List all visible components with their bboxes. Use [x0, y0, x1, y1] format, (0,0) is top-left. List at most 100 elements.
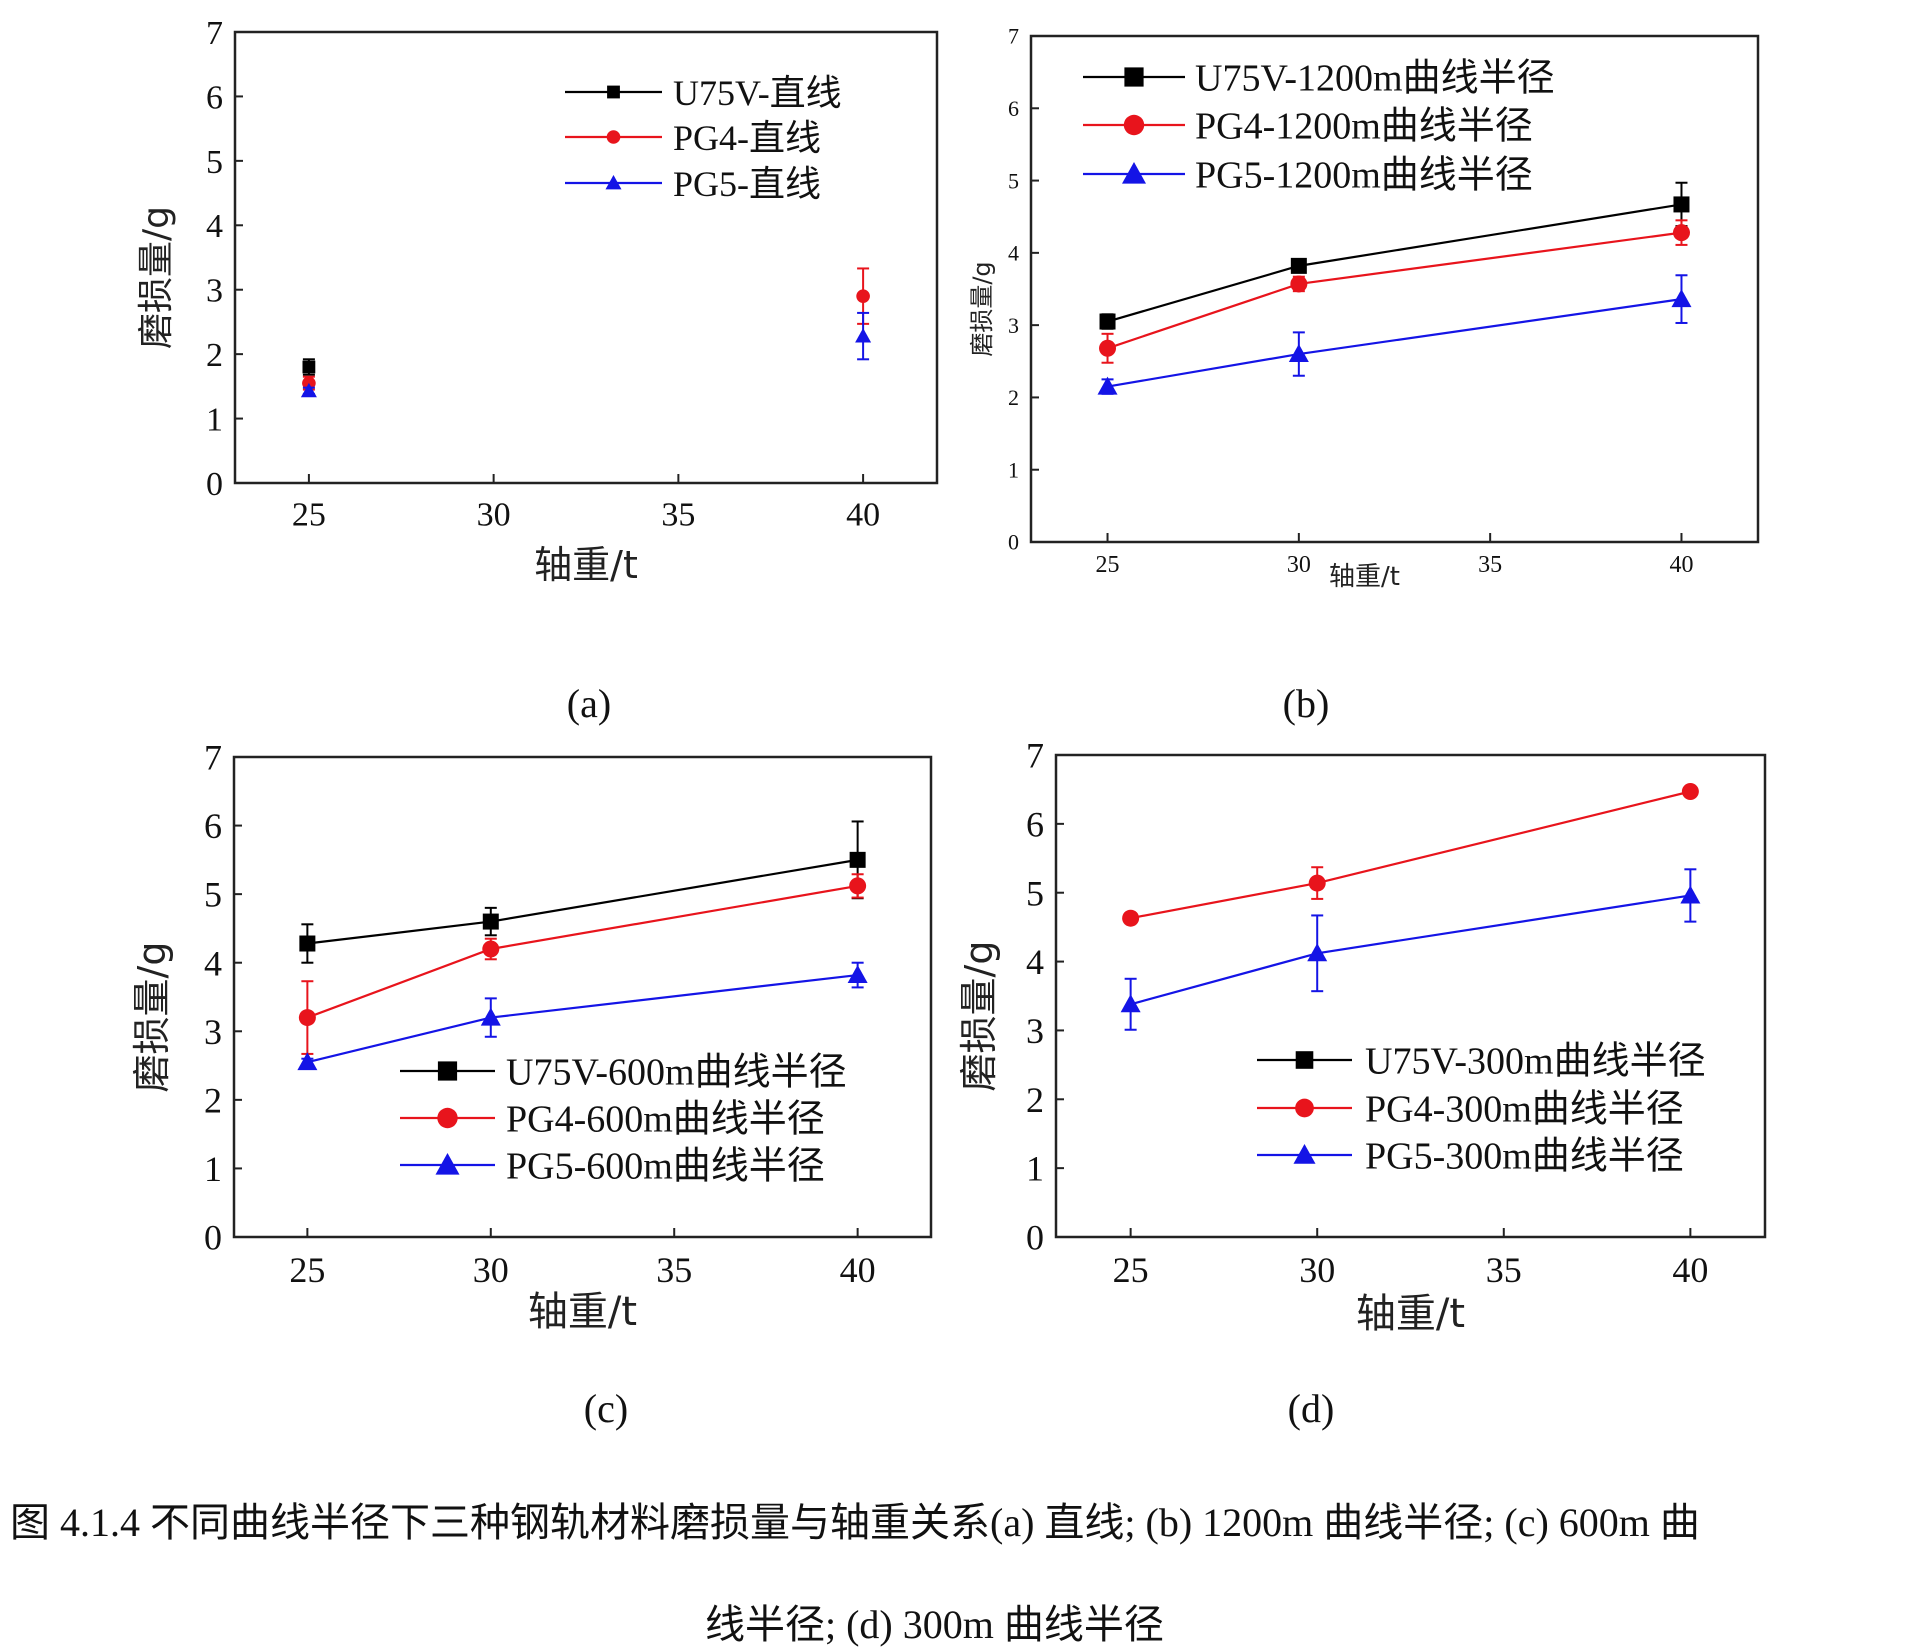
data-point-circle: [1672, 224, 1690, 242]
data-point-square: [299, 935, 316, 952]
series-line: [1130, 894, 1691, 1006]
series-U75V-直线: U75V-直线: [302, 73, 842, 376]
data-point-triangle: [1288, 344, 1309, 363]
x-tick-label: 40: [1672, 1250, 1708, 1290]
legend-marker-circle: [437, 1107, 458, 1129]
data-point-circle: [1122, 909, 1140, 927]
x-tick-label: 40: [840, 1250, 876, 1290]
y-tick-label: 2: [206, 337, 223, 374]
x-tick-label: 25: [292, 497, 326, 534]
data-point-triangle: [300, 382, 317, 398]
x-tick-label: 35: [656, 1250, 692, 1290]
data-point-circle: [298, 1009, 316, 1027]
y-axis-title: 磨损量/g: [136, 206, 177, 349]
panel-label-c: (c): [583, 1386, 629, 1431]
x-tick-label: 30: [473, 1250, 509, 1290]
legend-marker-triangle: [1122, 162, 1146, 184]
data-point-circle: [482, 940, 500, 958]
series-line: [307, 973, 858, 1064]
data-point-circle: [1308, 874, 1326, 892]
x-tick-label: 30: [477, 497, 511, 534]
y-tick-label: 5: [1008, 168, 1019, 193]
y-tick-label: 4: [204, 943, 222, 983]
legend-label: PG5-600m曲线半径: [506, 1146, 825, 1188]
series-U75V-300m曲线半径: U75V-300m曲线半径: [1257, 1041, 1706, 1083]
y-tick-label: 2: [204, 1080, 222, 1120]
series-PG5-1200m曲线半径: PG5-1200m曲线半径: [1083, 155, 1692, 395]
series-U75V-1200m曲线半径: U75V-1200m曲线半径: [1083, 58, 1690, 330]
plot-frame: [232, 755, 933, 1239]
x-axis-title: 轴重/t: [534, 543, 638, 587]
data-point-triangle: [297, 1052, 318, 1071]
legend-label: U75V-1200m曲线半径: [1195, 58, 1555, 100]
legend-label: PG4-1200m曲线半径: [1195, 106, 1533, 148]
data-point-triangle: [1671, 289, 1692, 308]
legend-label: PG4-直线: [673, 118, 821, 158]
data-point-square: [1099, 313, 1116, 330]
legend-label: U75V-直线: [673, 73, 842, 113]
panel-label-b: (b): [1282, 681, 1330, 726]
y-tick-label: 6: [1026, 804, 1044, 844]
data-point-triangle: [1120, 994, 1141, 1013]
plot-frame: [1029, 34, 1760, 544]
chart-panel-c: 0 1 2 3 4 5 6 7 25 30 35 40 轴重/t 磨损量/g U75V-600m曲线半径 PG…: [130, 738, 933, 1335]
data-point-circle: [856, 289, 870, 303]
series-PG4-300m曲线半径: PG4-300m曲线半径: [1122, 782, 1699, 1131]
figure-caption-line2: 线半径; (d) 300m 曲线半径: [705, 1602, 1164, 1647]
panel-label-a: (a): [566, 681, 612, 726]
x-axis-title: 轴重/t: [528, 1289, 637, 1335]
y-tick-label: 0: [1026, 1218, 1044, 1258]
series-PG5-直线: PG5-直线: [300, 164, 872, 398]
x-tick-label: 30: [1299, 1250, 1335, 1290]
y-tick-label: 3: [1008, 313, 1019, 338]
y-tick-label: 2: [1026, 1080, 1044, 1120]
series-PG4-1200m曲线半径: PG4-1200m曲线半径: [1083, 106, 1690, 364]
legend-label: U75V-600m曲线半径: [506, 1052, 847, 1094]
series-U75V-600m曲线半径: U75V-600m曲线半径: [299, 820, 866, 1094]
panel-label-d: (d): [1287, 1386, 1335, 1431]
legend-marker-circle: [1295, 1098, 1314, 1118]
x-tick-label: 40: [1669, 552, 1693, 578]
y-tick-label: 0: [206, 466, 223, 503]
y-tick-label: 0: [204, 1218, 222, 1258]
series-PG4-直线: PG4-直线: [302, 118, 870, 391]
y-tick-label: 5: [204, 875, 222, 915]
series-line: [307, 858, 858, 945]
data-point-square: [1673, 196, 1690, 213]
x-tick-label: 25: [1113, 1250, 1149, 1290]
legend-label: U75V-300m曲线半径: [1365, 1041, 1706, 1083]
y-tick-label: 7: [1026, 736, 1044, 776]
x-axis-title: 轴重/t: [1356, 1291, 1465, 1337]
legend-marker-square: [1295, 1051, 1314, 1069]
legend-marker-triangle: [435, 1153, 460, 1175]
data-point-circle: [1099, 339, 1117, 357]
series-PG5-600m曲线半径: PG5-600m曲线半径: [297, 961, 868, 1188]
y-tick-label: 1: [1008, 457, 1019, 482]
y-tick-label: 7: [206, 15, 223, 52]
x-tick-label: 35: [661, 497, 695, 534]
figure-caption-line1: 图 4.1.4 不同曲线半径下三种钢轨材料磨损量与轴重关系(a) 直线; (b)…: [10, 1500, 1700, 1545]
y-tick-label: 1: [1026, 1149, 1044, 1189]
legend-marker-square: [1124, 67, 1144, 87]
x-tick-label: 30: [1287, 552, 1311, 578]
legend-label: PG5-1200m曲线半径: [1195, 155, 1533, 197]
y-tick-label: 4: [1008, 241, 1019, 266]
data-point-triangle: [847, 965, 868, 984]
chart-panel-b: 0 1 2 3 4 5 6 7 25 30 35 40 轴重/t 磨损量/g U75V-1200m曲线半径 P…: [968, 24, 1760, 592]
x-tick-label: 35: [1486, 1250, 1522, 1290]
y-tick-label: 7: [1008, 24, 1019, 49]
y-tick-label: 1: [204, 1149, 222, 1189]
data-point-triangle: [1097, 376, 1118, 395]
data-point-circle: [1681, 782, 1699, 800]
plot-frame: [233, 30, 939, 485]
legend-marker-circle: [606, 130, 621, 144]
legend-label: PG4-300m曲线半径: [1365, 1089, 1684, 1131]
y-axis-title: 磨损量/g: [968, 261, 996, 356]
legend-marker-triangle: [605, 175, 622, 190]
x-tick-label: 40: [846, 497, 880, 534]
series-line: [1107, 298, 1682, 388]
series-line: [1107, 203, 1682, 323]
data-point-triangle: [855, 328, 872, 343]
y-tick-label: 7: [204, 738, 222, 778]
legend-label: PG4-600m曲线半径: [506, 1099, 825, 1141]
